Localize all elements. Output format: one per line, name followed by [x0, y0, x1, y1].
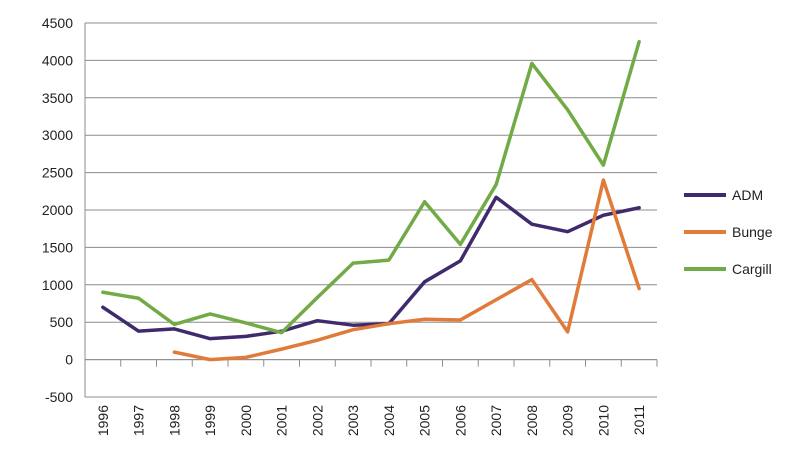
y-tick-label: 500 — [50, 314, 74, 330]
x-tick-label: 1998 — [166, 405, 182, 436]
x-tick-label: 2001 — [274, 405, 290, 436]
legend-label-adm: ADM — [732, 187, 763, 203]
y-tick-label: 4500 — [42, 15, 73, 31]
x-tick-label: 2011 — [631, 405, 647, 435]
y-tick-label: -500 — [45, 389, 73, 405]
x-tick-label: 2002 — [309, 405, 325, 436]
x-tick-label: 2004 — [381, 405, 397, 436]
x-tick-label: 2008 — [524, 405, 540, 436]
x-axis-tick-labels: 1996 1997 1998 1999 2000 2001 2002 2003 2004 2005… — [95, 405, 647, 436]
y-tick-label: 3500 — [42, 90, 73, 106]
x-tick-label: 2005 — [417, 405, 433, 436]
gridlines — [84, 22, 658, 398]
y-tick-label: 0 — [65, 352, 73, 368]
series-line-adm — [101, 195, 641, 341]
legend-label-bunge: Bunge — [732, 224, 773, 240]
x-tick-label: 2007 — [488, 405, 504, 436]
series-lines — [101, 39, 641, 362]
x-tick-label: 2010 — [595, 405, 611, 436]
x-tick-label: 1997 — [131, 405, 147, 436]
y-axis-tick-labels: -500 0 500 1000 1500 2000 2500 3000 3500 4000 4500 — [42, 15, 73, 405]
y-tick-label: 3000 — [42, 127, 73, 143]
series-line-cargill — [101, 39, 641, 335]
x-tick-label: 2003 — [345, 405, 361, 436]
legend: ADM Bunge Cargill — [684, 187, 773, 277]
y-tick-label: 1500 — [42, 239, 73, 255]
y-tick-label: 2500 — [42, 165, 73, 181]
x-tick-label: 1996 — [95, 405, 111, 436]
y-tick-label: 4000 — [42, 52, 73, 68]
y-tick-label: 2000 — [42, 202, 73, 218]
x-tick-label: 2000 — [238, 405, 254, 436]
legend-label-cargill: Cargill — [732, 261, 772, 277]
y-tick-label: 1000 — [42, 277, 73, 293]
x-tick-label: 2009 — [560, 405, 576, 436]
x-tick-label: 1999 — [202, 405, 218, 436]
x-tick-label: 2006 — [452, 405, 468, 436]
series-line-bunge — [172, 178, 641, 362]
